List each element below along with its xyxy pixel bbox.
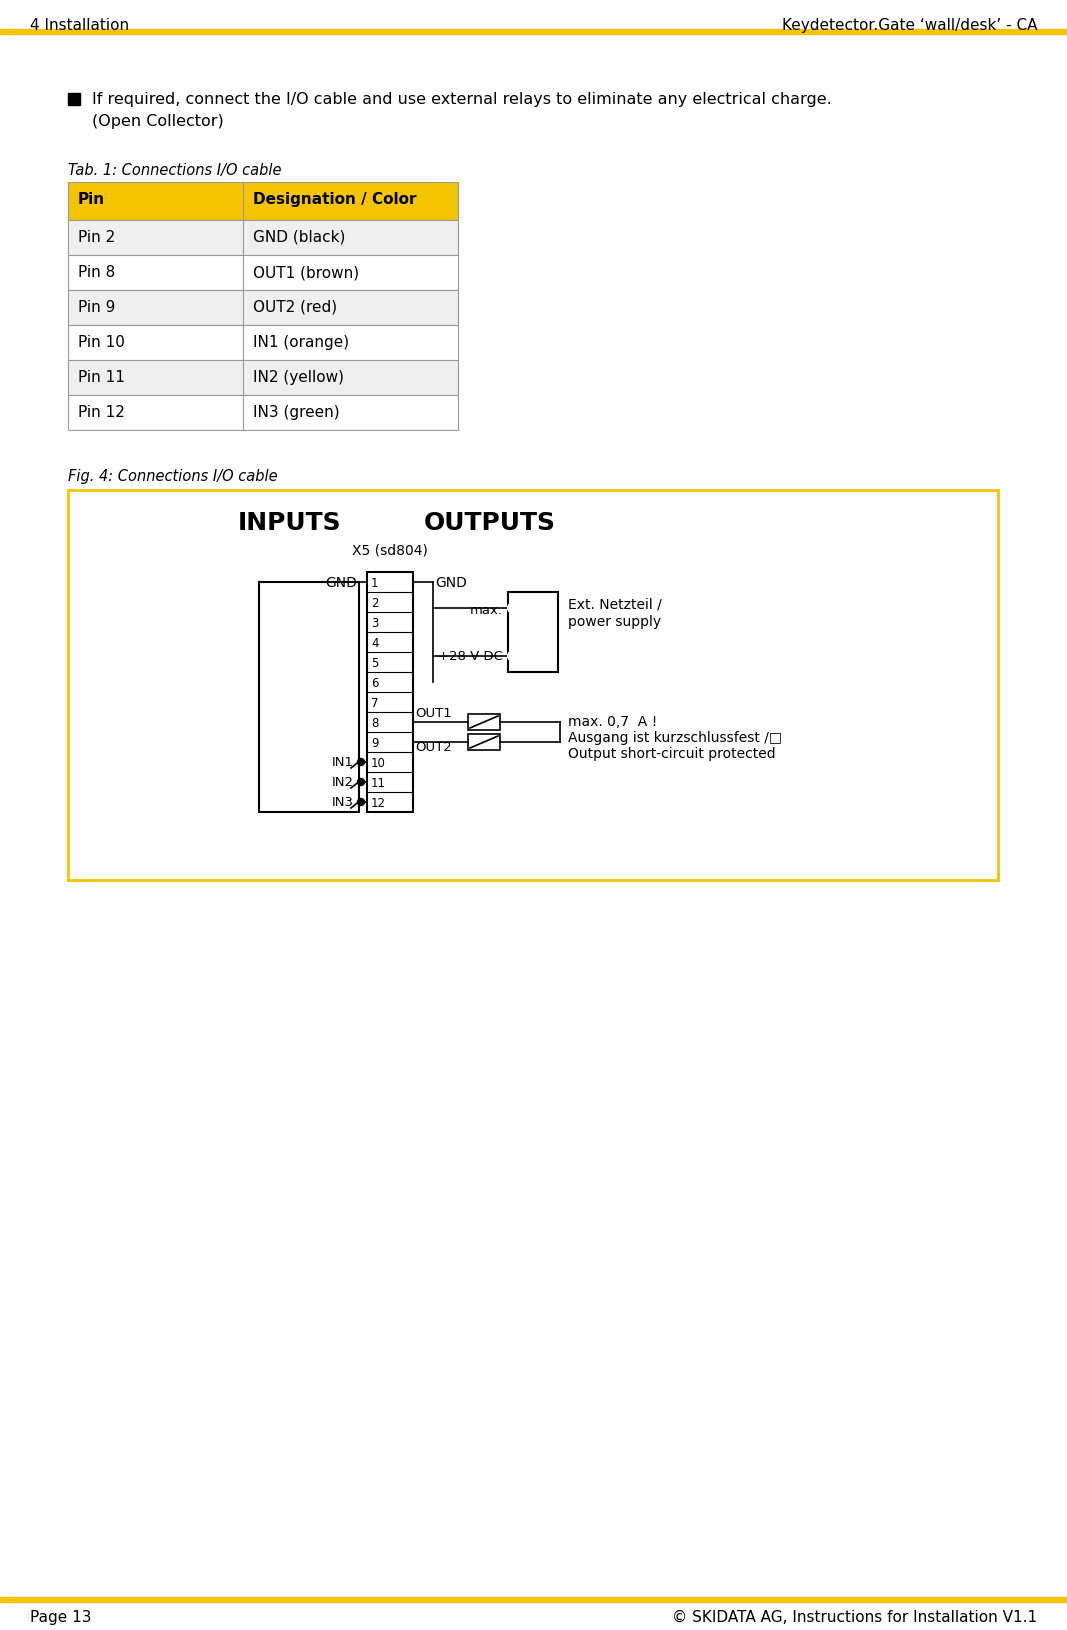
Text: Pin 11: Pin 11 [78,370,125,385]
Text: (Open Collector): (Open Collector) [92,114,224,129]
Text: Pin 9: Pin 9 [78,300,115,315]
Text: GND (black): GND (black) [253,230,346,244]
Bar [68,183,458,220]
Text: 11: 11 [371,776,386,789]
Text: Keydetector.Gate ‘wall/desk’ - CA: Keydetector.Gate ‘wall/desk’ - CA [781,18,1037,33]
Text: OUT1: OUT1 [415,706,451,719]
Text: Pin 2: Pin 2 [78,230,115,244]
Text: Ausgang ist kurzschlussfest /□: Ausgang ist kurzschlussfest /□ [568,730,782,745]
Text: 2: 2 [371,597,379,610]
Bar [68,326,458,360]
Text: 8: 8 [371,717,379,730]
Text: OUT1 (brown): OUT1 (brown) [253,264,360,280]
Text: Page 13: Page 13 [30,1609,92,1623]
Text: IN3: IN3 [332,795,354,808]
Circle shape [357,799,365,805]
Bar [0,1597,1067,1602]
Bar [0,29,1067,34]
Circle shape [508,652,517,662]
Text: max.: max. [469,603,503,616]
Text: +28 V DC: +28 V DC [439,650,503,662]
Text: 7: 7 [371,696,379,709]
Text: 10: 10 [371,756,386,769]
Text: OUT2 (red): OUT2 (red) [253,300,337,315]
Text: GND: GND [325,575,357,590]
Bar [508,593,558,673]
Bar [468,735,500,750]
Text: IN2 (yellow): IN2 (yellow) [253,370,344,385]
Text: 3: 3 [371,616,379,629]
Text: GND: GND [435,575,467,590]
Bar [259,582,359,812]
Text: IN3 (green): IN3 (green) [253,404,339,421]
Bar [68,396,458,430]
Circle shape [357,779,365,786]
Text: IN1: IN1 [332,756,354,768]
Text: OUTPUTS: OUTPUTS [424,510,556,535]
Text: Pin: Pin [78,192,106,207]
Text: Designation / Color: Designation / Color [253,192,416,207]
Text: IN2: IN2 [332,776,354,789]
Text: INPUTS: INPUTS [238,510,341,535]
Text: Pin 12: Pin 12 [78,404,125,421]
Text: Output short-circuit protected: Output short-circuit protected [568,747,776,761]
Text: Pin 10: Pin 10 [78,334,125,350]
Bar [68,491,998,880]
Text: power supply: power supply [568,615,662,629]
Circle shape [508,603,517,613]
Text: 12: 12 [371,797,386,810]
Bar [68,220,458,256]
Text: © SKIDATA AG, Instructions for Installation V1.1: © SKIDATA AG, Instructions for Installat… [672,1609,1037,1623]
Bar [468,714,500,730]
Text: X5 (sd804): X5 (sd804) [352,544,428,557]
Bar [68,290,458,326]
Text: Ext. Netzteil /: Ext. Netzteil / [568,598,662,611]
Bar [367,572,413,812]
Text: 9: 9 [371,737,379,750]
Text: 4: 4 [371,637,379,650]
Text: OUT2: OUT2 [415,740,451,753]
Text: Tab. 1: Connections I/O cable: Tab. 1: Connections I/O cable [68,163,282,178]
Text: IN1 (orange): IN1 (orange) [253,334,349,350]
Text: 1: 1 [371,577,379,590]
Text: Pin 8: Pin 8 [78,264,115,280]
Text: If required, connect the I/O cable and use external relays to eliminate any elec: If required, connect the I/O cable and u… [92,91,832,108]
Text: Fig. 4: Connections I/O cable: Fig. 4: Connections I/O cable [68,469,277,484]
Text: max. 0,7  A !: max. 0,7 A ! [568,714,657,729]
Bar [68,95,80,106]
Bar [68,360,458,396]
Text: 6: 6 [371,676,379,689]
Text: 5: 5 [371,657,379,670]
Text: 4 Installation: 4 Installation [30,18,129,33]
Bar [68,256,458,290]
Circle shape [357,760,365,766]
